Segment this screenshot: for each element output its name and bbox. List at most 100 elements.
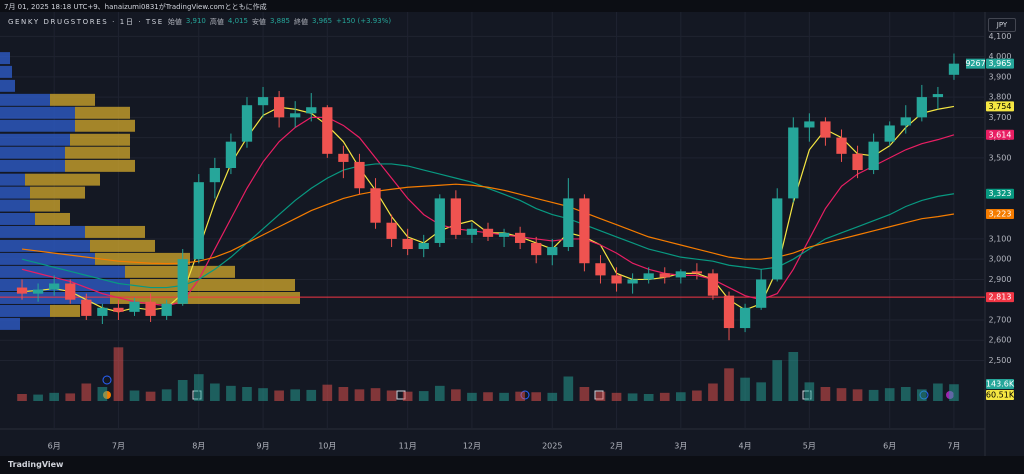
volume-bar [354,389,365,401]
volume-bar [531,392,542,401]
volume-bar [563,376,574,401]
profile-down [130,279,295,291]
profile-up [0,304,50,317]
x-tick-label: 2月 [610,442,623,451]
price-tag [986,208,1014,219]
volume-bar [788,352,799,401]
dividend-marker [102,375,112,385]
candle-body [948,63,960,75]
candle-body [129,301,140,312]
legend-label: 高値 [209,18,224,26]
price-tag-label: 3,223 [989,209,1012,218]
candle-body [579,198,590,264]
candle-body [273,97,285,118]
candle-body [611,275,622,284]
candle-body [659,273,670,278]
candle-body [788,127,799,199]
x-tick-label: 4月 [739,442,752,451]
volume-bar [370,388,381,401]
candle-body [498,232,510,237]
volume-bar [868,389,879,401]
profile-up [0,317,20,330]
volume-bar [145,391,156,401]
price-tag [986,292,1014,303]
profile-up [0,65,12,78]
candle-body [514,232,526,243]
profile-up [0,186,30,199]
candle-body [466,228,478,235]
candle-body [338,153,349,162]
candle-body [306,107,317,114]
candle-body [418,242,429,250]
legend-value: 3,910 [185,17,206,25]
volume-bar [81,383,92,401]
price-tag [986,129,1014,140]
profile-down [35,212,70,225]
volume-bar [258,388,268,401]
currency-button[interactable]: JPY [988,18,1016,32]
profile-down [65,159,135,172]
legend-value: +150 (+3.93%) [336,17,392,25]
candle-body [932,94,944,98]
volume-bar [724,368,734,401]
candle-body [820,121,831,138]
candle-body [434,198,445,243]
candle-body [241,105,253,142]
candle-body [402,238,413,250]
volume-bar [740,377,750,401]
volume-bar [33,394,43,401]
profile-down [65,146,130,159]
candle-body [723,295,735,329]
candle-body [691,271,703,274]
profile-down [25,173,100,186]
volume-bar [692,390,702,401]
candle-body [482,228,494,237]
volume-bar [627,393,638,401]
volume-bar [595,391,606,401]
volume-bar [418,391,429,401]
candle-body [32,289,44,294]
volume-bar [193,374,204,401]
volume-bar [499,392,509,401]
caption: 7月 01, 2025 18:18 UTC+9、hanaizumi0831がTr… [4,3,267,11]
candle-body [97,307,108,316]
price-tag [986,379,1014,389]
volume-bar [804,382,815,401]
brand-logo: TradingView [8,460,64,469]
candle-body [868,141,879,171]
profile-up [0,159,65,172]
profile-down [95,252,190,265]
candle-body [322,107,333,154]
y-tick-label: 4,000 [989,52,1012,61]
volume-bar [97,387,108,401]
x-tick-label: 2025 [542,442,562,451]
x-tick-label: 6月 [48,442,61,451]
volume-bar [177,380,188,401]
volume-bar [338,387,349,401]
volume-bar [515,391,525,401]
volume-bar [949,384,959,401]
candle-body [65,283,76,300]
x-tick-label: 7月 [112,442,125,451]
volume-bar [579,387,590,401]
candle-body [290,113,301,118]
candle-body [852,153,863,171]
legend-label: 安値 [251,18,266,26]
profile-down [50,304,80,317]
volume-bar [852,389,863,401]
x-tick-label: 8月 [192,442,205,451]
legend-label: 始値 [167,18,182,26]
x-tick-label: 12月 [463,442,481,451]
candle-body [595,263,606,276]
symbol-title: GENKY DRUGSTORES · 1日 · TSE [8,18,164,26]
profile-down [110,291,300,304]
profile-up [0,133,70,146]
profile-up [0,291,110,304]
volume-bar [483,392,493,401]
y-tick-label: 3,500 [989,153,1012,162]
volume-bar [611,392,622,401]
candle-body [836,137,847,154]
price-tag-label: 3,754 [989,102,1012,111]
volume-bar [306,389,317,401]
